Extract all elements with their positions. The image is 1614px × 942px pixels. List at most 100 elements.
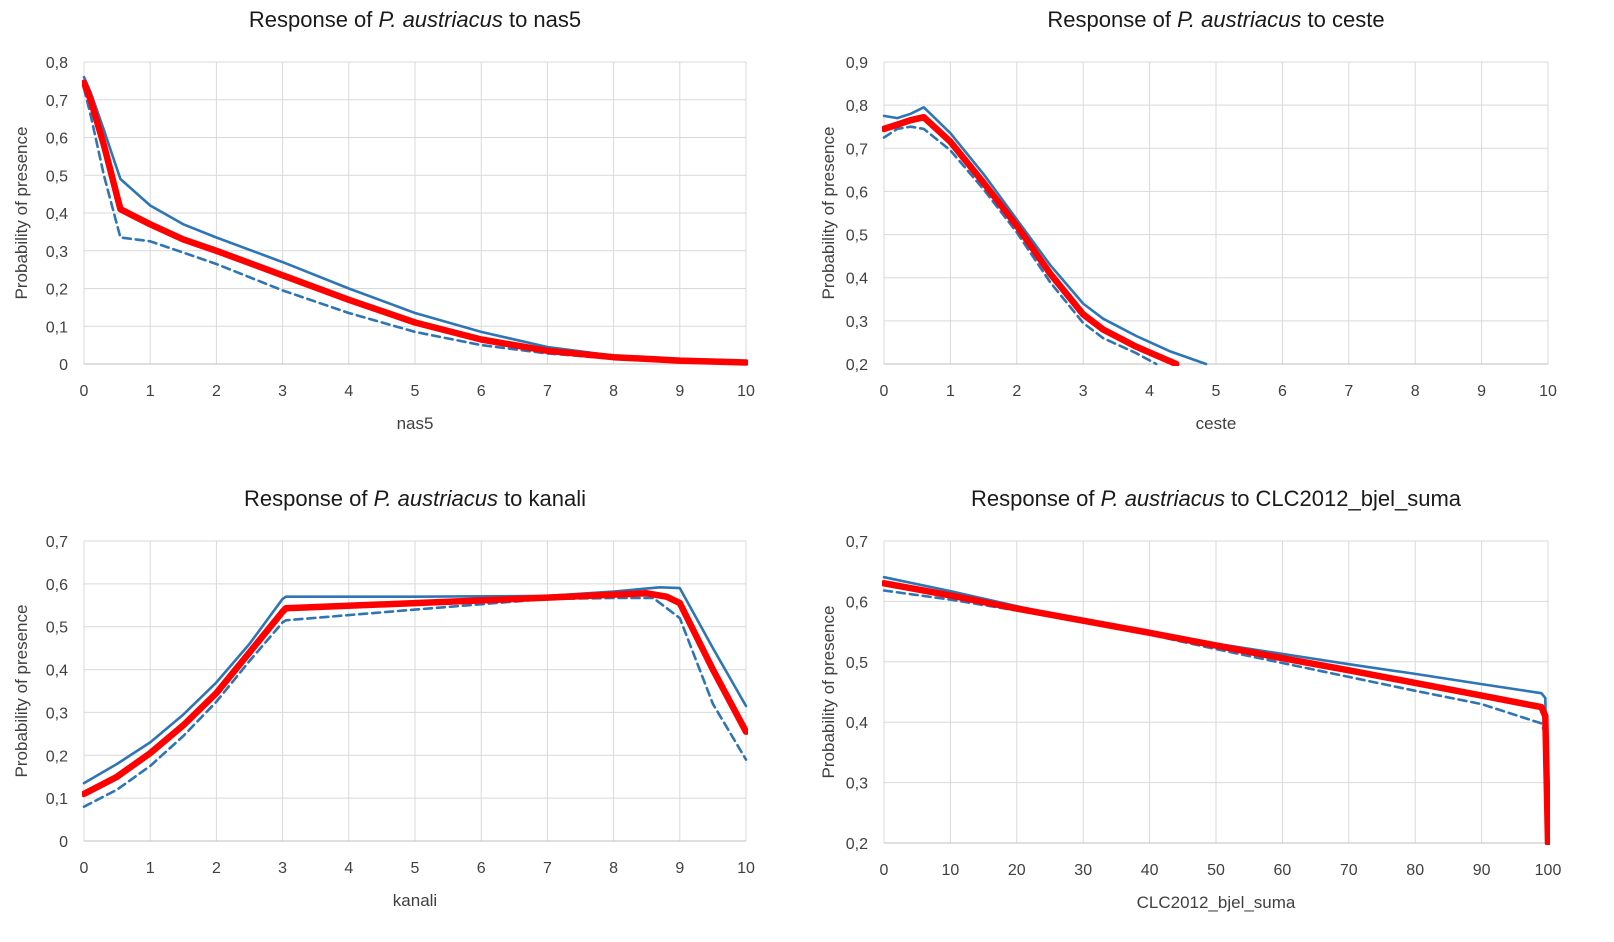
chart-kanali: Response of P. austriacus to kanali 0 1 2 3 4… — [12, 486, 755, 910]
x-tick-label: 30 — [1074, 862, 1092, 879]
chart-clc2012: Response of P. austriacus to CLC2012_bje… — [819, 486, 1562, 912]
x-tick-label: 2 — [1012, 383, 1021, 400]
y-axis-label: Probability of presence — [12, 127, 31, 300]
x-tick-label: 100 — [1535, 862, 1562, 879]
y-tick-label: 0,6 — [46, 131, 68, 148]
x-tick-label: 1 — [146, 860, 155, 877]
chart-title: Response of P. austriacus to CLC2012_bje… — [971, 486, 1462, 511]
y-axis-label: Probability of presence — [819, 606, 838, 779]
series-line-upper — [882, 106, 1208, 366]
y-tick-label: 0 — [59, 834, 68, 851]
y-tick-label: 0,3 — [46, 244, 68, 261]
chart-title-suffix: to CLC2012_bjel_suma — [1225, 486, 1462, 511]
x-axis-label: CLC2012_bjel_suma — [1137, 893, 1296, 912]
y-tick-label: 0,5 — [46, 168, 68, 185]
x-axis-label: nas5 — [397, 414, 434, 433]
x-tick-label: 1 — [946, 383, 955, 400]
y-tick-label: 0,8 — [846, 98, 868, 115]
x-tick-label: 4 — [344, 383, 353, 400]
x-tick-label: 0 — [80, 860, 89, 877]
series-line-mean — [82, 79, 748, 366]
y-tick-label: 0,2 — [46, 748, 68, 765]
x-tick-label: 7 — [543, 383, 552, 400]
y-tick-label: 0,1 — [46, 319, 68, 336]
series-line-mean — [882, 113, 1180, 366]
x-tick-label: 50 — [1207, 862, 1225, 879]
y-tick-label: 0,2 — [846, 836, 868, 853]
chart-title-species: P. austriacus — [374, 486, 498, 511]
chart-ceste: Response of P. austriacus to ceste 0 1 2 3 4 5… — [819, 7, 1557, 433]
y-tick-label: 0,5 — [846, 655, 868, 672]
x-tick-label: 9 — [1477, 383, 1486, 400]
series-line-lower — [882, 125, 1158, 366]
x-tick-label: 40 — [1141, 862, 1159, 879]
x-tick-label: 10 — [1539, 383, 1557, 400]
x-tick-label: 6 — [1278, 383, 1287, 400]
y-tick-label: 0,9 — [846, 55, 868, 72]
y-tick-label: 0,4 — [846, 715, 868, 732]
x-tick-label: 60 — [1274, 862, 1292, 879]
y-tick-label: 0,4 — [46, 206, 68, 223]
chart-title-prefix: Response of — [249, 7, 379, 32]
chart-panel-kanali: Response of P. austriacus to kanali 0 1 2 3 4… — [0, 471, 807, 942]
y-tick-label: 0,3 — [846, 776, 868, 793]
y-tick-label: 0,5 — [46, 620, 68, 637]
x-tick-label: 10 — [737, 860, 755, 877]
x-tick-label: 20 — [1008, 862, 1026, 879]
y-tick-label: 0,6 — [46, 577, 68, 594]
chart-title-suffix: to ceste — [1301, 7, 1384, 32]
y-axis-label: Probability of presence — [12, 605, 31, 778]
x-tick-label: 9 — [675, 383, 684, 400]
y-tick-label: 0,6 — [846, 594, 868, 611]
y-tick-label: 0,8 — [46, 55, 68, 72]
x-tick-label: 1 — [146, 383, 155, 400]
x-tick-label: 6 — [477, 860, 486, 877]
y-tick-label: 0,4 — [846, 271, 868, 288]
x-axis-label: ceste — [1196, 414, 1237, 433]
x-tick-label: 10 — [737, 383, 755, 400]
y-tick-label: 0,1 — [46, 791, 68, 808]
y-tick-label: 0 — [59, 357, 68, 374]
series-line-mean — [882, 580, 1550, 845]
x-tick-label: 8 — [609, 383, 618, 400]
x-tick-label: 6 — [477, 383, 486, 400]
chart-title-species: P. austriacus — [379, 7, 503, 32]
x-tick-label: 2 — [212, 860, 221, 877]
x-tick-label: 7 — [1344, 383, 1353, 400]
y-tick-label: 0,5 — [846, 228, 868, 245]
x-tick-label: 8 — [1411, 383, 1420, 400]
x-tick-label: 90 — [1473, 862, 1491, 879]
chart-title-prefix: Response of — [244, 486, 374, 511]
chart-panel-clc2012: Response of P. austriacus to CLC2012_bje… — [807, 471, 1614, 942]
y-tick-label: 0,2 — [846, 357, 868, 374]
x-tick-label: 3 — [278, 383, 287, 400]
x-tick-label: 4 — [1145, 383, 1154, 400]
chart-title: Response of P. austriacus to kanali — [244, 486, 586, 511]
y-tick-label: 0,6 — [846, 184, 868, 201]
series-line-lower — [82, 596, 748, 809]
x-tick-label: 4 — [344, 860, 353, 877]
x-tick-label: 9 — [675, 860, 684, 877]
y-tick-label: 0,4 — [46, 663, 68, 680]
x-tick-label: 5 — [411, 860, 420, 877]
y-tick-label: 0,2 — [46, 282, 68, 299]
chart-title: Response of P. austriacus to nas5 — [249, 7, 581, 32]
x-tick-label: 80 — [1406, 862, 1424, 879]
chart-title: Response of P. austriacus to ceste — [1047, 7, 1384, 32]
chart-title-prefix: Response of — [971, 486, 1101, 511]
y-tick-label: 0,3 — [46, 705, 68, 722]
chart-title-species: P. austriacus — [1101, 486, 1225, 511]
y-tick-label: 0,7 — [846, 141, 868, 158]
x-tick-label: 2 — [212, 383, 221, 400]
y-tick-label: 0,7 — [46, 534, 68, 551]
x-tick-label: 5 — [411, 383, 420, 400]
x-tick-label: 8 — [609, 860, 618, 877]
y-tick-label: 0,3 — [846, 314, 868, 331]
chart-panel-nas5: Response of P. austriacus to nas5 0 1 2 3 4 5 6… — [0, 0, 807, 471]
y-tick-label: 0,7 — [846, 534, 868, 551]
chart-nas5: Response of P. austriacus to nas5 0 1 2 3 4 5 6… — [12, 7, 755, 433]
series-line-mean — [82, 590, 748, 798]
chart-title-prefix: Response of — [1047, 7, 1177, 32]
x-tick-label: 5 — [1212, 383, 1221, 400]
chart-panel-ceste: Response of P. austriacus to ceste 0 1 2 3 4 5… — [807, 0, 1614, 471]
